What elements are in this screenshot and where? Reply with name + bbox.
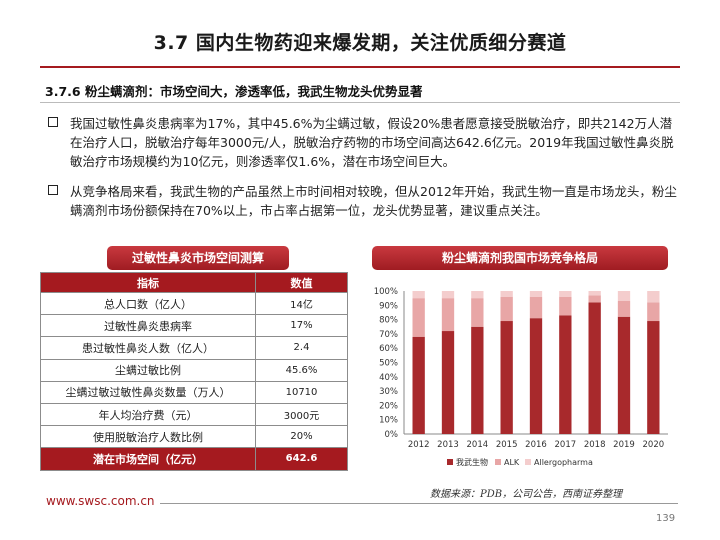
bar-segment: [617, 316, 631, 434]
checkbox-bullet-icon: [48, 185, 58, 195]
y-tick-label: 80%: [379, 316, 398, 326]
bar-segment: [529, 296, 543, 319]
row-value: 10710: [255, 380, 348, 404]
bar-segment: [588, 302, 601, 434]
bar-segment: [441, 298, 455, 332]
market-estimate-table: 指标 数值 总人口数（亿人） 14亿 过敏性鼻炎患病率 17% 患过敏性鼻炎人数（亿…: [40, 272, 348, 471]
legend-label: 我武生物: [456, 457, 488, 467]
data-source-note: 数据来源：PDB，公司公告，西南证券整理: [430, 489, 623, 500]
row-label: 年人均治疗费（元）: [40, 402, 256, 427]
row-label: 过敏性鼻炎患病率: [40, 314, 256, 338]
title-divider: [40, 66, 680, 68]
row-value: 2.4: [255, 336, 348, 360]
table-row: 尘螨过敏过敏性鼻炎数量（万人） 10710: [40, 380, 348, 404]
checkbox-bullet-icon: [48, 117, 58, 127]
bar-segment: [529, 318, 543, 434]
bar-segment: [559, 315, 572, 434]
row-label: 尘螨过敏过敏性鼻炎数量（万人）: [40, 380, 256, 404]
bar-segment: [412, 336, 425, 434]
legend-swatch: [495, 459, 501, 465]
subheading-divider: [40, 102, 680, 103]
table-row: 使用脱敏治疗人数比例 20%: [40, 425, 348, 449]
bar-segment: [500, 296, 513, 322]
row-label: 总人口数（亿人）: [40, 291, 256, 316]
stacked-bar-chart-svg: 0% 10% 20% 30% 40% 50% 60% 70% 80% 90% 100% 2012 201…: [374, 287, 668, 467]
y-tick-label: 10%: [379, 416, 398, 426]
row-value: 17%: [255, 314, 348, 338]
x-tick-label: 2018: [584, 440, 606, 450]
y-tick-label: 90%: [379, 301, 398, 311]
table-header-cell: 数值: [255, 272, 348, 293]
y-tick-label: 0%: [385, 430, 399, 440]
x-tick-label: 2014: [467, 440, 489, 450]
row-label: 使用脱敏治疗人数比例: [40, 425, 256, 449]
table-header-cell: 指标: [40, 272, 256, 293]
table-row: 患过敏性鼻炎人数（亿人） 2.4: [40, 336, 348, 360]
bar-segment: [617, 301, 631, 317]
row-value: 45.6%: [255, 358, 348, 382]
row-label: 潜在市场空间（亿元）: [40, 447, 256, 471]
table-row: 尘螨过敏比例 45.6%: [40, 358, 348, 382]
row-value: 20%: [255, 425, 348, 449]
table-row: 年人均治疗费（元） 3000元: [40, 402, 348, 427]
bar-segment: [647, 302, 660, 322]
page-number: 139: [656, 513, 676, 524]
page-title: 3.7 国内生物药迎来爆发期，关注优质细分赛道: [153, 32, 567, 54]
x-tick-label: 2013: [437, 440, 459, 450]
bar-segment: [441, 291, 455, 299]
row-label: 尘螨过敏比例: [40, 358, 256, 382]
table-row: 过敏性鼻炎患病率 17%: [40, 314, 348, 338]
footer-url-link[interactable]: www.swsc.com.cn: [46, 494, 155, 508]
bar-segment: [559, 291, 572, 297]
row-value: 3000元: [255, 402, 348, 427]
legend-swatch: [525, 459, 531, 465]
y-tick-label: 60%: [379, 344, 398, 354]
bar-segment: [617, 291, 631, 302]
row-value: 14亿: [255, 291, 348, 316]
y-tick-label: 30%: [379, 387, 398, 397]
bar-segment: [500, 291, 513, 297]
bar-segment: [559, 296, 572, 316]
table-banner: 过敏性鼻炎市场空间测算: [107, 246, 289, 270]
legend-swatch: [447, 459, 453, 465]
bullet-text: 我国过敏性鼻炎患病率为17%，其中45.6%为尘螨过敏，假设20%患者愿意接受脱…: [70, 116, 674, 169]
bar-segment: [588, 295, 601, 303]
bar-segment: [588, 291, 601, 296]
x-tick-label: 2020: [643, 440, 665, 450]
x-tick-label: 2016: [525, 440, 547, 450]
legend-label: ALK: [504, 458, 520, 467]
table-header-row: 指标 数值: [40, 272, 348, 293]
bar-segment: [412, 291, 425, 299]
bar-segment: [500, 321, 513, 434]
chart-banner: 粉尘螨滴剂我国市场竞争格局: [372, 246, 668, 270]
title-bar: 3.7 国内生物药迎来爆发期，关注优质细分赛道: [0, 28, 720, 55]
row-label: 患过敏性鼻炎人数（亿人）: [40, 336, 256, 360]
market-share-chart: 0% 10% 20% 30% 40% 50% 60% 70% 80% 90% 100% 2012 201…: [362, 283, 680, 479]
bar-segment: [529, 291, 543, 297]
bar-segment: [471, 291, 484, 299]
bar-segment: [412, 298, 425, 337]
x-tick-label: 2015: [496, 440, 518, 450]
bar-segment: [471, 326, 484, 434]
y-tick-label: 70%: [379, 330, 398, 340]
section-subheading: 3.7.6 粉尘螨滴剂：市场空间大，渗透率低，我武生物龙头优势显著: [45, 84, 423, 99]
bar-segment: [647, 291, 660, 303]
y-tick-label: 40%: [379, 373, 398, 383]
table-row-total: 潜在市场空间（亿元） 642.6: [40, 447, 348, 471]
row-value: 642.6: [255, 447, 348, 471]
table-row: 总人口数（亿人） 14亿: [40, 291, 348, 316]
y-tick-label: 20%: [379, 401, 398, 411]
y-tick-label: 50%: [379, 359, 398, 369]
bar-segment: [471, 298, 484, 327]
bar-segment: [647, 321, 660, 434]
bullet-text: 从竞争格局来看，我武生物的产品虽然上市时间相对较晚，但从2012年开始，我武生物…: [70, 184, 677, 218]
x-tick-label: 2019: [613, 440, 635, 450]
legend-label: Allergopharma: [534, 458, 593, 467]
bar-segment: [441, 331, 455, 434]
footer-divider: [160, 503, 678, 504]
y-tick-label: 100%: [374, 287, 398, 297]
x-tick-label: 2017: [555, 440, 577, 450]
x-tick-label: 2012: [408, 440, 430, 450]
